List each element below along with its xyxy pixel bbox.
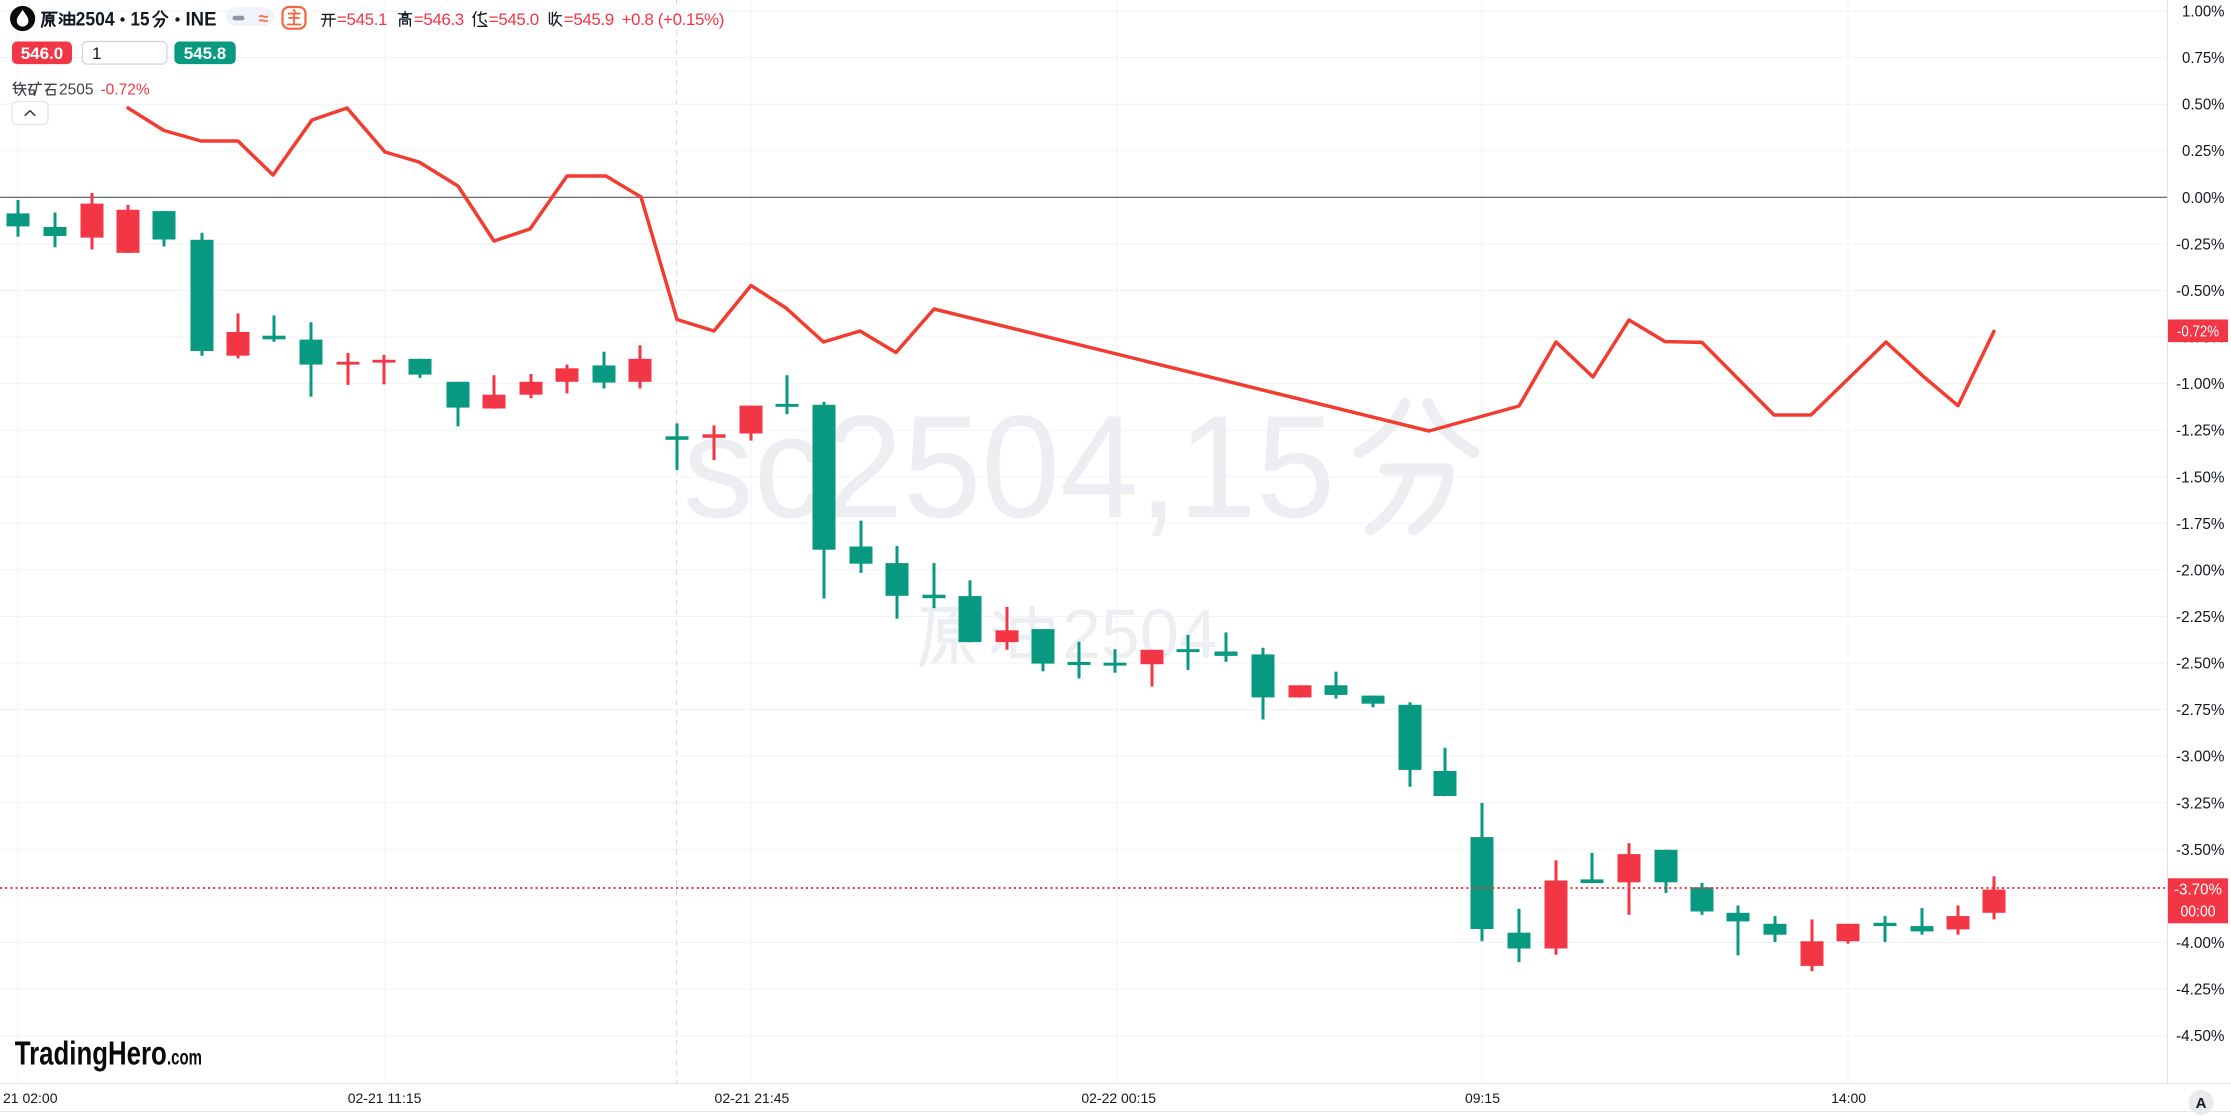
svg-text:2505: 2505 <box>59 81 93 98</box>
svg-text:21 02:00: 21 02:00 <box>3 1090 58 1106</box>
svg-text:-0.72%: -0.72% <box>101 81 150 98</box>
svg-text:=546.3: =546.3 <box>414 10 464 29</box>
svg-text:-3.70%: -3.70% <box>2174 882 2222 899</box>
svg-text:02-21 21:45: 02-21 21:45 <box>715 1090 790 1106</box>
svg-text:545.8: 545.8 <box>184 44 227 63</box>
svg-text:1.00%: 1.00% <box>2182 4 2225 21</box>
svg-text:0.25%: 0.25% <box>2182 143 2225 160</box>
svg-text:14:00: 14:00 <box>1831 1090 1866 1106</box>
svg-text:15: 15 <box>131 10 150 31</box>
svg-text:2504: 2504 <box>76 10 115 31</box>
svg-text:00:00: 00:00 <box>2181 904 2216 921</box>
svg-text:-1.25%: -1.25% <box>2176 423 2225 440</box>
svg-text:-4.50%: -4.50% <box>2176 1028 2225 1045</box>
svg-text:-2.75%: -2.75% <box>2176 702 2225 719</box>
svg-text:-0.50%: -0.50% <box>2176 283 2225 300</box>
svg-text:sc2504,15: sc2504,15 <box>683 385 1335 548</box>
svg-text:=545.0: =545.0 <box>489 10 539 29</box>
svg-text:-2.25%: -2.25% <box>2176 609 2225 626</box>
svg-text:-0.72%: -0.72% <box>2177 324 2219 341</box>
svg-text:-1.00%: -1.00% <box>2176 376 2225 393</box>
svg-text:09:15: 09:15 <box>1465 1090 1500 1106</box>
svg-text:+0.8 (+0.15%): +0.8 (+0.15%) <box>622 10 725 29</box>
svg-text:-4.25%: -4.25% <box>2176 982 2225 999</box>
svg-text:A: A <box>2196 1095 2207 1112</box>
svg-text:2504: 2504 <box>1062 595 1218 673</box>
svg-text:-1.50%: -1.50% <box>2176 469 2225 486</box>
svg-text:=545.9: =545.9 <box>564 10 614 29</box>
svg-text:546.0: 546.0 <box>21 44 64 63</box>
svg-text:TradingHero: TradingHero <box>15 1035 167 1072</box>
svg-text:≈: ≈ <box>259 8 269 28</box>
svg-text:0.00%: 0.00% <box>2182 190 2225 207</box>
svg-text:-4.00%: -4.00% <box>2176 935 2225 952</box>
svg-text:=545.1: =545.1 <box>337 10 387 29</box>
svg-text:02-22 00:15: 02-22 00:15 <box>1081 1090 1156 1106</box>
svg-text:0.50%: 0.50% <box>2182 97 2225 114</box>
svg-text:1: 1 <box>92 44 101 63</box>
svg-text:-2.50%: -2.50% <box>2176 656 2225 673</box>
svg-text:-3.00%: -3.00% <box>2176 749 2225 766</box>
svg-text:-3.50%: -3.50% <box>2176 842 2225 859</box>
svg-text:-2.00%: -2.00% <box>2176 562 2225 579</box>
svg-text:02-21 11:15: 02-21 11:15 <box>348 1090 422 1106</box>
svg-text:-3.25%: -3.25% <box>2176 795 2225 812</box>
svg-text:INE: INE <box>186 10 217 31</box>
svg-text:0.75%: 0.75% <box>2182 50 2225 67</box>
svg-text:-0.25%: -0.25% <box>2176 236 2225 253</box>
svg-text:-1.75%: -1.75% <box>2176 516 2225 533</box>
svg-text:.com: .com <box>167 1047 202 1070</box>
